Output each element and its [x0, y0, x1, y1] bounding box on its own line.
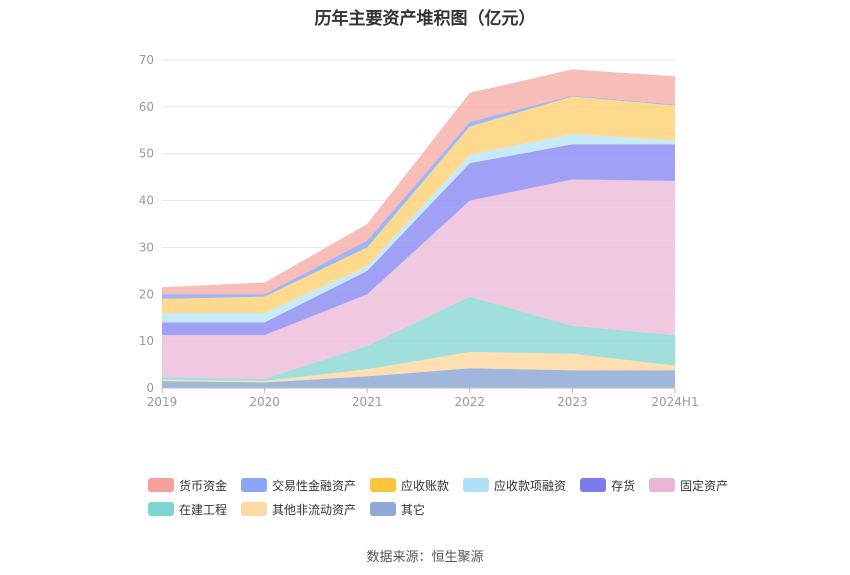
- y-tick-label: 60: [139, 100, 154, 114]
- area-其它[interactable]: [162, 368, 675, 388]
- y-tick-label: 40: [139, 194, 154, 208]
- legend-swatch: [241, 502, 268, 516]
- area-固定资产[interactable]: [162, 179, 675, 379]
- y-tick-label: 70: [139, 53, 154, 67]
- legend-label: 在建工程: [179, 502, 228, 517]
- legend-swatch: [580, 478, 607, 492]
- x-tick-label: 2019: [147, 395, 178, 409]
- legend-item[interactable]: 应收款项融资: [463, 477, 566, 494]
- area-存货[interactable]: [162, 144, 675, 336]
- legend-item[interactable]: 应收账款: [370, 477, 449, 494]
- legend: 货币资金 交易性金融资产 应收账款 应收款项融资 存货 固定资产 在建工程 其他非流动资产 其…: [148, 473, 748, 521]
- x-axis: 2019 2020 2021 2022 2023 2024H1: [147, 387, 699, 409]
- y-tick-label: 50: [139, 147, 154, 161]
- y-tick-label: 0: [146, 381, 154, 395]
- legend-swatch: [241, 478, 268, 492]
- x-tick-label: 2022: [455, 395, 486, 409]
- chart-title: 历年主要资产堆积图（亿元）: [314, 9, 536, 29]
- x-tick-label: 2021: [352, 395, 383, 409]
- legend-item[interactable]: 交易性金融资产: [241, 477, 356, 494]
- x-tick-label: 2024H1: [651, 395, 698, 409]
- legend-label: 货币资金: [179, 478, 228, 493]
- legend-swatch: [649, 478, 676, 492]
- legend-item[interactable]: 其他非流动资产: [241, 501, 356, 518]
- legend-row: 在建工程 其他非流动资产 其它: [148, 497, 748, 521]
- x-tick-label: 2020: [249, 395, 280, 409]
- area-应收账款[interactable]: [162, 96, 675, 314]
- legend-item[interactable]: 存货: [580, 477, 635, 494]
- legend-row: 货币资金 交易性金融资产 应收账款 应收款项融资 存货 固定资产: [148, 473, 748, 497]
- legend-swatch: [370, 478, 397, 492]
- x-tick-label: 2023: [557, 395, 588, 409]
- legend-swatch: [463, 478, 490, 492]
- legend-label: 应收款项融资: [494, 478, 567, 493]
- legend-item[interactable]: 固定资产: [649, 477, 728, 494]
- stacked-area-chart: 2019 2020 2021 2022 2023 2024H1 0 10 20 30 40 50 60…: [139, 53, 699, 409]
- legend-item[interactable]: 货币资金: [148, 477, 227, 494]
- y-tick-label: 30: [139, 240, 154, 254]
- legend-swatch: [370, 502, 397, 516]
- legend-label: 存货: [611, 478, 636, 493]
- y-axis: 0 10 20 30 40 50 60 70: [139, 53, 154, 395]
- data-source: 数据来源：恒生聚源: [366, 550, 484, 565]
- area-货币资金[interactable]: [162, 69, 675, 295]
- legend-label: 应收账款: [401, 478, 450, 493]
- legend-swatch: [148, 478, 174, 492]
- area-series[interactable]: [162, 69, 675, 388]
- legend-label: 固定资产: [680, 478, 729, 493]
- legend-label: 其他非流动资产: [272, 502, 357, 517]
- area-在建工程[interactable]: [162, 296, 675, 381]
- legend-label: 交易性金融资产: [272, 478, 357, 493]
- legend-item[interactable]: 其它: [370, 501, 425, 518]
- y-tick-label: 10: [139, 334, 154, 348]
- y-tick-label: 20: [139, 287, 154, 301]
- area-其他非流动资产[interactable]: [162, 351, 675, 383]
- legend-label: 其它: [401, 502, 426, 517]
- legend-item[interactable]: 在建工程: [148, 501, 227, 518]
- legend-swatch: [148, 502, 174, 516]
